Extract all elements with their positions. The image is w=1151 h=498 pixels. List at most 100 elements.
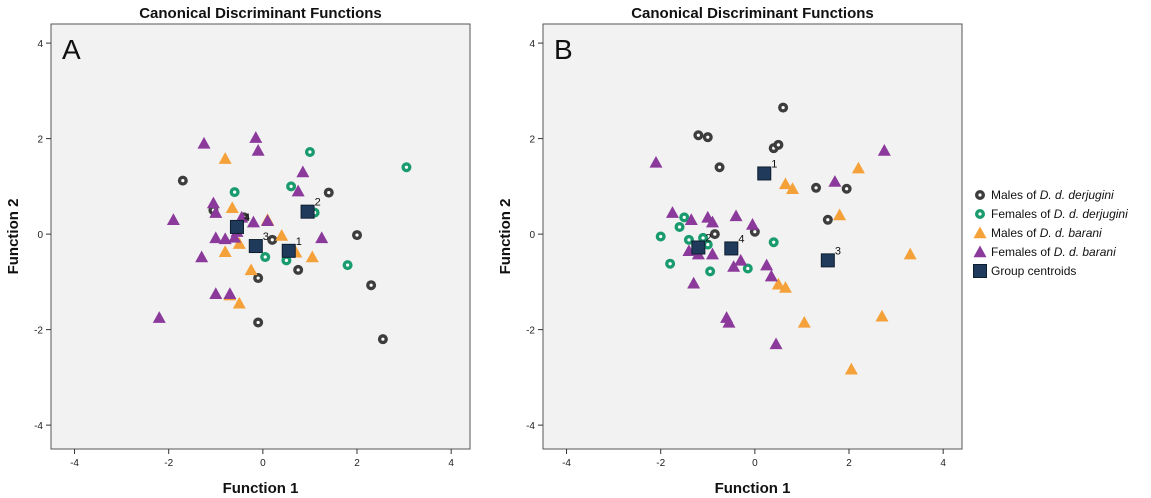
point-females-barani <box>729 209 743 222</box>
x-tick-label: 0 <box>752 458 758 469</box>
y-tick-label: -4 <box>34 421 43 432</box>
legend: Males of D. d. derjugini Females of D. d.… <box>973 188 1128 278</box>
y-tick-label: 0 <box>37 230 43 241</box>
centroid-label: 4 <box>244 212 250 224</box>
x-tick-label: 4 <box>940 458 946 469</box>
centroid-label: 3 <box>263 231 269 243</box>
point-males-barani <box>244 263 258 276</box>
point-males-derjugini-center <box>327 190 331 195</box>
plot-area <box>50 23 471 450</box>
y-tick-label: 0 <box>529 230 535 241</box>
group-centroid <box>300 204 315 219</box>
x-axis-label: Function 1 <box>715 480 791 497</box>
group-centroid <box>691 240 706 255</box>
point-females-barani <box>705 215 719 228</box>
point-males-derjugini-center <box>181 179 185 183</box>
point-females-barani <box>760 258 774 271</box>
panel-letter: B <box>554 34 573 65</box>
group-centroid <box>248 239 263 254</box>
point-females-derjugini-center <box>677 225 682 229</box>
point-males-barani <box>833 208 847 221</box>
point-males-barani <box>851 161 865 174</box>
point-males-derjugini-center <box>717 165 722 169</box>
point-females-barani <box>261 214 275 226</box>
point-females-barani <box>195 250 209 263</box>
group-centroid <box>229 219 244 234</box>
y-tick-label: 2 <box>37 135 43 146</box>
point-males-derjugini-center <box>696 133 700 137</box>
point-females-derjugini-center <box>659 234 663 239</box>
point-females-derjugini-center <box>668 262 672 266</box>
point-females-barani <box>722 315 736 328</box>
panel-a: Canonical Discriminant Functions A Functio… <box>5 5 471 497</box>
y-tick-label: -4 <box>526 421 535 432</box>
point-females-barani <box>235 210 249 223</box>
point-males-barani <box>778 177 792 190</box>
point-females-derjugini-center <box>404 165 409 169</box>
point-females-barani <box>828 175 842 187</box>
point-females-barani <box>197 136 211 149</box>
point-females-barani <box>209 287 223 300</box>
point-females-barani <box>166 213 180 225</box>
point-males-barani <box>844 362 858 375</box>
point-females-barani <box>223 287 237 300</box>
centroid-label: 1 <box>771 158 777 170</box>
point-males-barani <box>771 277 785 290</box>
point-females-barani <box>315 231 329 244</box>
point-males-derjugini-center <box>713 232 717 236</box>
point-females-derjugini-center <box>284 258 288 262</box>
plot-area <box>542 23 963 450</box>
legend-entry: Males of D. d. derjugini <box>991 188 1114 202</box>
point-females-barani <box>152 311 166 323</box>
x-tick-label: -4 <box>70 458 79 469</box>
point-females-barani <box>649 155 663 168</box>
legend-entry: Females of D. d. derjugini <box>991 207 1128 221</box>
legend-marker-centroid <box>973 264 987 278</box>
point-females-derjugini-center <box>746 266 750 271</box>
legend-entry: Group centroids <box>991 264 1076 278</box>
point-males-barani <box>218 152 232 164</box>
point-females-barani <box>687 276 701 289</box>
x-tick-label: -4 <box>562 458 571 469</box>
y-tick-label: 4 <box>37 39 43 50</box>
point-females-barani <box>764 269 778 282</box>
centroid-label: 2 <box>705 232 711 244</box>
y-tick-label: 2 <box>529 135 535 146</box>
point-females-derjugini-center <box>233 190 237 194</box>
point-males-derjugini-center <box>753 230 757 234</box>
y-tick-label: -2 <box>34 326 43 337</box>
point-females-derjugini-center <box>708 269 712 273</box>
group-centroid <box>281 243 296 258</box>
point-females-barani <box>249 131 263 143</box>
point-males-barani <box>875 309 889 322</box>
point-females-barani <box>705 247 719 260</box>
point-males-derjugini-center <box>781 105 785 110</box>
point-males-barani <box>275 229 289 241</box>
point-females-barani <box>209 206 223 218</box>
point-males-derjugini-center <box>369 283 373 287</box>
x-tick-label: 2 <box>354 458 360 469</box>
legend-entry-prefix: Group centroids <box>991 264 1076 278</box>
point-males-derjugini-center <box>826 218 830 222</box>
x-tick-label: 0 <box>260 458 266 469</box>
point-males-derjugini-center <box>256 320 260 325</box>
point-males-derjugini-center <box>814 186 818 190</box>
point-females-barani <box>296 165 310 178</box>
legend-entry-species: D. d. barani <box>1040 226 1102 240</box>
legend-marker-females-barani <box>973 245 987 258</box>
centroid-label: 1 <box>296 236 302 248</box>
point-males-derjugini-center <box>776 143 780 147</box>
point-males-barani <box>786 182 800 194</box>
legend-entry-prefix: Males of <box>991 188 1040 202</box>
legend-entry-prefix: Males of <box>991 226 1040 240</box>
point-females-derjugini-center <box>772 240 776 244</box>
point-males-barani <box>305 250 319 263</box>
point-females-barani <box>665 206 679 218</box>
point-males-barani <box>218 245 232 257</box>
point-males-derjugini-center <box>355 233 359 237</box>
x-tick-label: -2 <box>164 458 173 469</box>
centroid-label: 4 <box>738 233 744 245</box>
point-males-derjugini-center <box>381 337 385 341</box>
point-males-derjugini-center <box>256 276 260 280</box>
legend-entry-prefix: Females of <box>991 245 1054 259</box>
